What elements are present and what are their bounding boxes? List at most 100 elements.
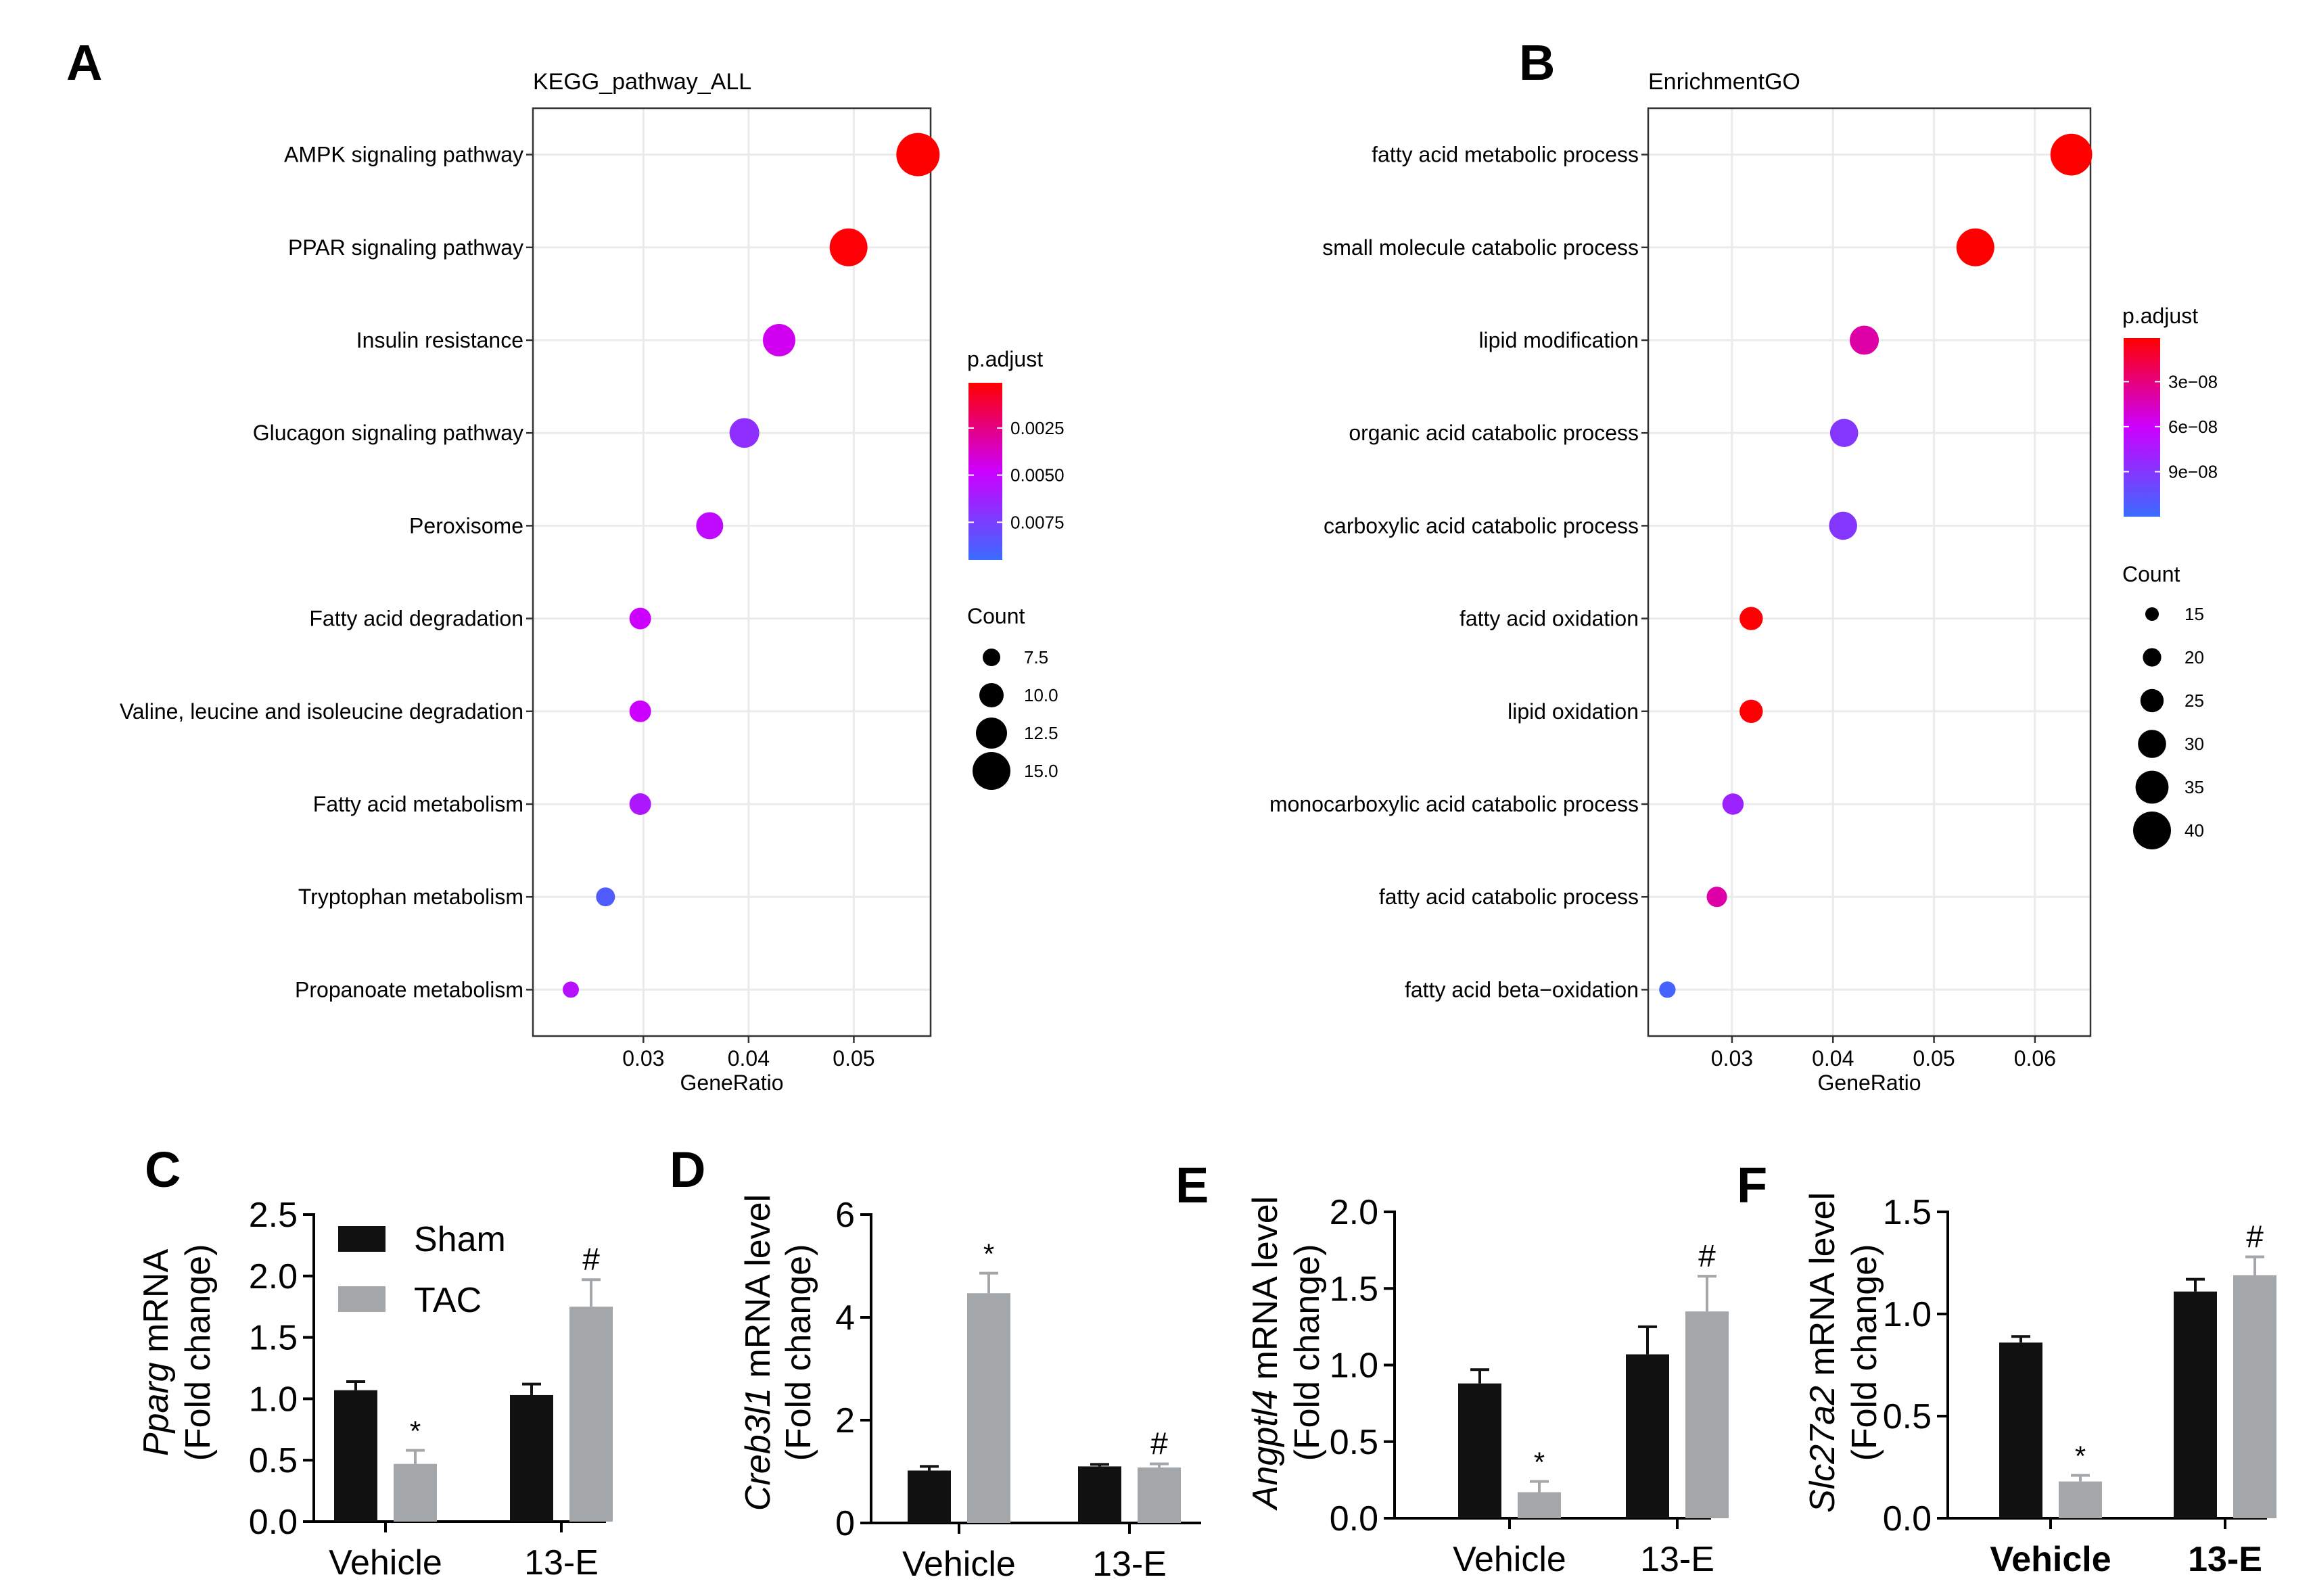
chart-d-ylabel-gene: Creb3l1: [739, 1388, 778, 1511]
panel-letter-d: D: [670, 1142, 705, 1198]
chart-a-color-ticks: 0.0025 0.0050 0.0075: [968, 418, 1065, 532]
enrichment-point: [563, 981, 579, 998]
chart-a-xlabel: GeneRatio: [680, 1071, 784, 1095]
size-legend-dot: [2143, 648, 2162, 667]
panel-c: C Pparg mRNA (Fold change) 0.0 0.5 1.0 1.5 2…: [137, 1142, 613, 1582]
term-label: Glucagon signaling pathway: [253, 421, 523, 445]
chart-b-title: EnrichmentGO: [1648, 69, 1800, 95]
y-tick-label: 1.0: [1330, 1346, 1378, 1386]
term-label: organic acid catabolic process: [1349, 421, 1639, 445]
chart-a-size-legend-title: Count: [967, 604, 1025, 628]
x-tick-label: 13-E: [1640, 1540, 1714, 1579]
chart-b-points: [1659, 133, 2093, 998]
term-label: fatty acid metabolic process: [1372, 143, 1639, 167]
chart-d-ylabel-rest: mRNA level: [739, 1194, 778, 1388]
y-tick-label: 1.0: [249, 1380, 298, 1419]
y-tick-label: 1.0: [1883, 1295, 1932, 1334]
bar-sham: [1626, 1354, 1669, 1518]
bar-sham: [908, 1470, 951, 1523]
chart-a-x-ticks: 0.03 0.04 0.05: [622, 1036, 875, 1071]
bar-tac: [2059, 1481, 2102, 1518]
enrichment-point: [629, 607, 651, 630]
y-tick-label: 2.0: [249, 1257, 298, 1296]
size-legend-label: 7.5: [1024, 647, 1048, 667]
chart-b-color-ticks: 3e−08 6e−08 9e−08: [2124, 371, 2218, 482]
y-tick-label: 0: [835, 1504, 855, 1543]
color-tick-label: 6e−08: [2168, 417, 2218, 437]
x-tick-label: 13-E: [1092, 1545, 1167, 1584]
enrichment-point: [1739, 607, 1763, 630]
size-legend-dot: [976, 718, 1007, 749]
enrichment-point: [829, 228, 868, 266]
x-tick-label: 0.04: [728, 1046, 770, 1071]
chart-a-color-legend-title: p.adjust: [967, 347, 1043, 371]
chart-d-ylabel: Creb3l1 mRNA level: [739, 1194, 778, 1511]
chart-c-legend: Sham TAC: [338, 1220, 506, 1320]
term-label: fatty acid oxidation: [1459, 607, 1639, 631]
panel-a: A KEGG_pathway_ALL AMPK signaling pathwa…: [66, 34, 1065, 1095]
y-tick-label: 0.0: [249, 1503, 298, 1542]
x-tick-label: 0.06: [2014, 1046, 2056, 1071]
size-legend-dot: [983, 649, 1000, 666]
x-tick-label: Vehicle: [1990, 1540, 2111, 1579]
term-label: fatty acid beta−oxidation: [1405, 977, 1639, 1002]
chart-c-ylabel-gene: Pparg: [137, 1362, 176, 1456]
legend-tac-swatch: [338, 1286, 386, 1312]
enrichment-point: [763, 324, 795, 356]
chart-a-size-legend: Count 7.5 10.0 12.5 15.0: [967, 604, 1058, 790]
enrichment-point: [1706, 887, 1727, 908]
color-tick-label: 3e−08: [2168, 371, 2218, 392]
chart-f-ylabel-line2: (Fold change): [1845, 1244, 1884, 1461]
bar-sham: [1999, 1342, 2042, 1518]
panel-e: E Angptl4 mRNA level (Fold change) 0.00.…: [1175, 1157, 1729, 1579]
bar-sham: [1078, 1466, 1121, 1523]
chart-b-term-labels: fatty acid metabolic process small molecu…: [1269, 143, 1648, 1002]
y-tick-label: 0.0: [1883, 1499, 1932, 1539]
chart-b-color-bar: [2124, 338, 2160, 517]
bar-sham: [334, 1390, 377, 1522]
term-label: monocarboxylic acid catabolic process: [1269, 792, 1639, 816]
size-legend-label: 20: [2184, 647, 2204, 667]
legend-sham-label: Sham: [414, 1220, 506, 1259]
chart-e: 0.0 0.5 1.0 1.5 2.0 Vehicle * 13-E #: [1330, 1193, 1729, 1579]
size-legend-dot: [2133, 812, 2171, 849]
enrichment-point: [2050, 133, 2093, 176]
bar-tac: [569, 1307, 613, 1522]
significance-star: *: [983, 1238, 994, 1270]
chart-b-xlabel: GeneRatio: [1818, 1071, 1921, 1095]
panel-letter-b: B: [1519, 34, 1555, 91]
color-tick-label: 0.0050: [1010, 465, 1065, 486]
chart-a-color-legend: p.adjust 0.0025 0.0050 0.0075: [967, 347, 1065, 560]
size-legend-label: 30: [2184, 734, 2204, 754]
chart-b-plot-frame: [1647, 107, 2092, 1037]
enrichment-point: [696, 512, 724, 540]
x-tick-label: 0.04: [1812, 1046, 1854, 1071]
y-tick-label: 2.0: [1330, 1193, 1378, 1232]
chart-a-size-entries: 7.5 10.0 12.5 15.0: [973, 647, 1058, 790]
x-tick-label: Vehicle: [1453, 1540, 1566, 1579]
bar-tac: [1138, 1467, 1181, 1523]
chart-a-color-bar: [968, 383, 1002, 560]
term-label: Peroxisome: [409, 513, 523, 538]
term-label: Propanoate metabolism: [295, 977, 523, 1002]
x-tick-label: Vehicle: [902, 1545, 1016, 1584]
chart-f-ylabel-rest: mRNA level: [1803, 1192, 1842, 1386]
bar-sham: [1458, 1383, 1501, 1518]
size-legend-dot: [979, 683, 1004, 707]
term-label: lipid modification: [1478, 328, 1639, 352]
y-tick-label: 1.5: [249, 1319, 298, 1358]
enrichment-point: [1659, 981, 1676, 998]
bar-tac: [1685, 1311, 1729, 1518]
chart-b-size-entries: 15 20 25 30 35 40: [2133, 604, 2204, 849]
panel-letter-a: A: [66, 34, 102, 91]
chart-a-grid: [533, 108, 931, 1036]
y-tick-label: 1.5: [1330, 1269, 1378, 1309]
enrichment-point: [629, 700, 651, 722]
bar-tac: [2233, 1275, 2276, 1518]
enrichment-point: [1829, 419, 1859, 447]
enrichment-point: [1956, 228, 1994, 266]
term-label: Fatty acid metabolism: [313, 792, 523, 816]
size-legend-label: 40: [2184, 820, 2204, 841]
size-legend-dot: [2135, 770, 2169, 804]
